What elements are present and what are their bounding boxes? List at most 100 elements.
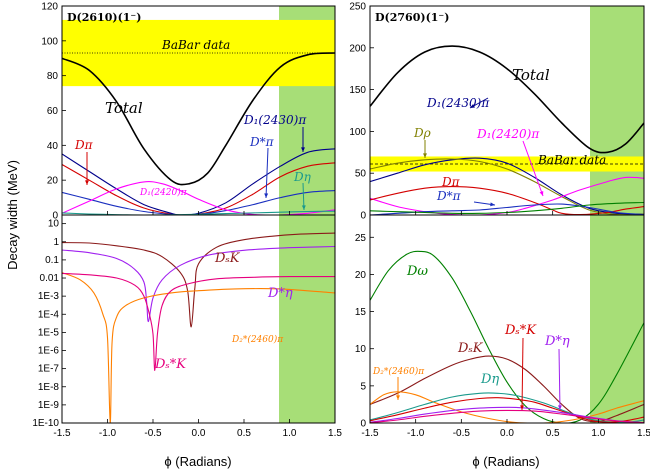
arrowhead <box>520 405 525 410</box>
dstarpi-label: D*π <box>436 189 462 203</box>
panel-top-right: 0 50 100 150 200 250 D(2760)(1⁻) BaBar data T… <box>349 2 645 222</box>
y-tick-label: 250 <box>349 2 366 13</box>
series-d2pi <box>62 272 335 423</box>
y-tick-label: 1E-4 <box>38 309 60 320</box>
series-deta <box>370 392 644 423</box>
x-tick-label: -0.5 <box>453 428 471 439</box>
y-tick-label: 0 <box>360 419 366 430</box>
dsstark-label: Dₛ*K <box>154 357 187 372</box>
arrowhead <box>539 191 544 196</box>
x-tick-label: 0.5 <box>237 428 251 439</box>
y-tick-label: 1E-7 <box>38 364 60 375</box>
dstareta-label: D*η <box>544 334 570 349</box>
y-tick-label: 1E-8 <box>38 382 60 393</box>
arrow <box>265 147 269 199</box>
d2-2460-label: D₂*(2460)π <box>372 366 425 377</box>
arrowhead <box>490 202 495 207</box>
babar-label: BaBar data <box>537 153 606 167</box>
x-tick-label: -1.0 <box>99 428 117 439</box>
series-dsstark <box>62 272 335 371</box>
d1-2420-label: D₁(2420)π <box>476 127 540 141</box>
y-tick-label: 1E-10 <box>32 418 59 429</box>
d1-2430-label: D₁(2430)π <box>426 96 490 110</box>
x-tick-label: 1.5 <box>637 428 650 439</box>
d1-2430-label: D₁(2430)π <box>243 113 307 127</box>
y-tick-label: 200 <box>349 43 366 54</box>
y-tick-label: 15 <box>355 307 367 318</box>
arrow <box>558 348 561 411</box>
dsk-label: DₛK <box>457 341 484 356</box>
arrow <box>522 140 544 197</box>
annotation-arrows <box>396 337 562 411</box>
y-tick-label: 20 <box>355 270 367 281</box>
y-tick-label: 20 <box>47 176 59 187</box>
x-tick-label: 1.0 <box>591 428 605 439</box>
series-purple <box>370 409 644 423</box>
y-tick-label: 5 <box>360 381 366 392</box>
drho-label: Dρ <box>413 126 431 140</box>
series-drho <box>370 158 644 215</box>
arrowhead <box>470 104 475 108</box>
series-d1_2430 <box>370 157 644 215</box>
x-tick-label: 1.0 <box>283 428 297 439</box>
deta-label: Dη <box>293 170 312 184</box>
y-axis-label: Decay width (MeV) <box>5 160 20 270</box>
y-tick-label: 50 <box>355 169 367 180</box>
green-band <box>279 215 335 423</box>
series-dstareta <box>370 406 644 423</box>
x-tick-label: 0.0 <box>500 428 514 439</box>
dstarpi-label: D*π <box>249 135 275 149</box>
y-tick-label: 0 <box>52 211 58 222</box>
arrowhead <box>396 395 400 400</box>
y-tick-label: 0.01 <box>40 273 60 284</box>
dpi-label: Dπ <box>441 175 461 189</box>
panel-bottom-right: 0 5 10 15 20 25 -1.5 -1.0 -0.5 0.0 0.5 1.0 1.5 Dω D… <box>355 214 650 439</box>
series-dpi <box>62 162 335 215</box>
series-domega <box>370 250 644 423</box>
arrowhead <box>301 147 305 152</box>
series-dpi <box>370 186 644 215</box>
panel-title: D(2610)(1⁻) <box>67 11 141 24</box>
x-tick-label: -1.5 <box>53 428 71 439</box>
y-tick-label: 1E-5 <box>38 327 60 338</box>
babar-label: BaBar data <box>161 38 230 52</box>
y-tick-label: 10 <box>48 219 60 230</box>
x-tick-label: -0.5 <box>144 428 162 439</box>
series-total <box>370 45 644 154</box>
series-dstareta <box>62 245 335 323</box>
x-tick-label: -1.0 <box>407 428 425 439</box>
total-label: Total <box>512 66 550 84</box>
arrowhead <box>423 153 427 158</box>
y-tick-label: 0 <box>360 211 366 222</box>
y-tick-label: 25 <box>355 233 367 244</box>
x-axis-label-right: ϕ (Radians) <box>472 454 539 469</box>
x-tick-label: 0.0 <box>192 428 206 439</box>
y-tick-label: 1 <box>53 237 59 248</box>
y-tick-label: 1E-9 <box>38 400 60 411</box>
domega-label: Dω <box>406 264 428 279</box>
dpi-label: Dπ <box>74 138 94 152</box>
y-tick-label: 1E-3 <box>38 291 60 302</box>
y-tick-label: 100 <box>349 127 366 138</box>
y-tick-label: 10 <box>355 344 367 355</box>
green-band <box>590 215 644 423</box>
y-tick-label: 40 <box>47 141 59 152</box>
y-tick-label: 100 <box>41 36 58 47</box>
deta-label: Dη <box>480 372 499 387</box>
panel-bottom-left: 10 1 0.1 0.01 1E-3 1E-4 1E-5 1E-6 1E-7 1E-8 1E-9 1E… <box>32 214 342 439</box>
annotation-arrows <box>85 127 306 211</box>
panel-title: D(2760)(1⁻) <box>375 11 449 24</box>
y-tick-label: 1E-6 <box>38 346 60 357</box>
arrowhead <box>301 205 306 210</box>
total-label: Total <box>105 99 143 117</box>
y-tick-label: 0.1 <box>45 255 59 266</box>
panel-top-left: 0 20 40 60 80 100 120 D(2610)(1⁻) BaBar data T… <box>41 2 336 222</box>
dstareta-label: D*η <box>267 286 293 301</box>
annotation-arrows <box>423 97 544 207</box>
series-total <box>62 52 335 186</box>
arrowhead <box>557 405 562 410</box>
y-tick-label: 150 <box>349 85 366 96</box>
arrowhead <box>85 180 89 185</box>
y-tick-label: 60 <box>47 106 59 117</box>
